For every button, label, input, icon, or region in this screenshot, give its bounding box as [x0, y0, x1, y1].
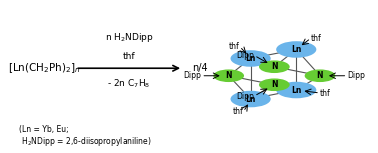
- Circle shape: [276, 41, 316, 58]
- Text: Ln: Ln: [245, 95, 256, 104]
- Text: N: N: [271, 80, 277, 89]
- Text: n H$_2$NDipp: n H$_2$NDipp: [105, 31, 153, 44]
- Circle shape: [231, 50, 271, 67]
- Text: thf: thf: [229, 42, 240, 51]
- Text: H$_2$NDipp = 2,6-diisopropylaniline): H$_2$NDipp = 2,6-diisopropylaniline): [19, 135, 152, 148]
- Text: thf: thf: [311, 34, 322, 43]
- Text: thf: thf: [123, 52, 135, 61]
- Text: n/4: n/4: [192, 63, 208, 73]
- Text: N: N: [225, 71, 232, 80]
- Circle shape: [231, 91, 271, 107]
- Text: thf: thf: [320, 89, 331, 97]
- Text: thf: thf: [232, 107, 243, 116]
- Text: N: N: [317, 71, 323, 80]
- Circle shape: [259, 78, 290, 91]
- Text: Ln: Ln: [291, 86, 301, 95]
- Circle shape: [259, 60, 290, 73]
- Circle shape: [276, 82, 316, 98]
- Text: Dipp: Dipp: [236, 91, 254, 101]
- Text: Dipp: Dipp: [236, 51, 254, 60]
- Text: [Ln(CH$_2$Ph)$_2$]$_n$: [Ln(CH$_2$Ph)$_2$]$_n$: [8, 61, 81, 75]
- Text: Ln: Ln: [245, 54, 256, 63]
- Text: (Ln = Yb, Eu;: (Ln = Yb, Eu;: [19, 125, 68, 134]
- Text: Dipp: Dipp: [347, 71, 365, 80]
- Circle shape: [213, 69, 244, 82]
- Text: Dipp: Dipp: [183, 71, 201, 80]
- Circle shape: [305, 69, 335, 82]
- Text: Ln: Ln: [291, 45, 301, 54]
- Text: - 2n C$_7$H$_8$: - 2n C$_7$H$_8$: [107, 78, 151, 90]
- Text: N: N: [271, 62, 277, 71]
